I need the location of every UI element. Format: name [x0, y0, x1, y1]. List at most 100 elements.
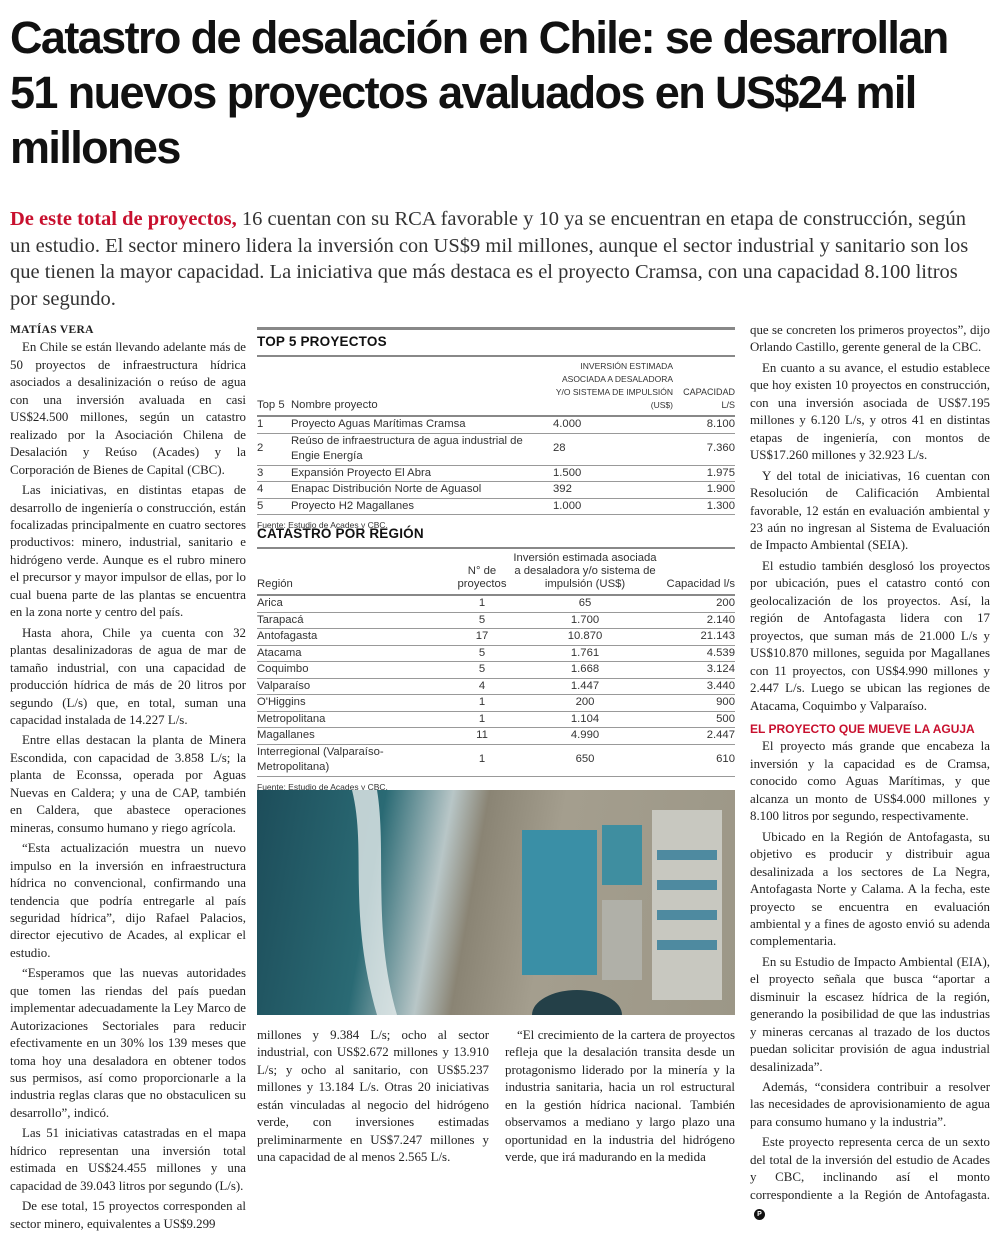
table-cell: 5	[257, 498, 291, 515]
table-cell: 3.124	[659, 661, 735, 679]
table-cell: 17	[453, 628, 511, 646]
top5-title: TOP 5 PROYECTOS	[257, 327, 735, 355]
table-cell: Proyecto H2 Magallanes	[291, 498, 553, 515]
table-cell: Magallanes	[257, 727, 453, 745]
table-cell: 392	[553, 481, 673, 499]
table-cell: 1.668	[511, 661, 659, 679]
desalination-plant-photo	[257, 790, 735, 1015]
middle-column-2: “El crecimiento de la cartera de proyect…	[505, 1027, 735, 1167]
table-cell: 1	[453, 711, 511, 728]
top5-header: Capacidad l/s	[673, 356, 735, 417]
table-cell: Antofagasta	[257, 628, 453, 646]
lead-highlight: De este total de proyectos,	[10, 208, 237, 230]
subhead: EL PROYECTO QUE MUEVE LA AGUJA	[750, 721, 975, 736]
table-cell: 1.761	[511, 645, 659, 662]
end-mark-icon: P	[754, 1209, 765, 1221]
table-row: 2 Reúso de infraestructura de agua indust…	[257, 433, 735, 466]
table-cell: Interregional (Valparaíso- Metropolitana…	[257, 744, 453, 777]
table-cell: Reúso de infraestructura de agua industr…	[291, 433, 553, 466]
paragraph: En cuanto a su avance, el estudio establ…	[750, 360, 990, 463]
paragraph: El proyecto más grande que encabeza la i…	[750, 739, 990, 824]
table-cell: 1	[453, 595, 511, 613]
top5-table: TOP 5 PROYECTOS Top 5 Nombre proyecto In…	[257, 327, 735, 530]
table-cell: 4.000	[553, 416, 673, 434]
byline: MATÍAS VERA	[10, 324, 94, 336]
table-cell: 8.100	[673, 416, 735, 434]
paragraph: que se concreten los primeros proyectos”…	[750, 323, 990, 355]
table-cell: 1	[453, 694, 511, 712]
table-cell: 2	[257, 433, 291, 466]
table-cell: 1	[453, 744, 511, 777]
table-cell: 10.870	[511, 628, 659, 646]
paragraph: El estudio también desglosó los proyecto…	[750, 558, 990, 713]
table-cell: 3.440	[659, 678, 735, 695]
table-cell: Metropolitana	[257, 711, 453, 728]
paragraph: “Esperamos que las nuevas autoridades qu…	[10, 966, 246, 1120]
table-row: 3 Expansión Proyecto El Abra 1.500 1.975	[257, 465, 735, 482]
region-header: Capacidad l/s	[659, 548, 735, 596]
paragraph: En su Estudio de Impacto Ambiental (EIA)…	[750, 954, 990, 1074]
table-cell: 1.900	[673, 481, 735, 499]
table-cell: Valparaíso	[257, 678, 453, 695]
table-cell: 28	[553, 433, 673, 466]
headline: Catastro de desalación en Chile: se desa…	[10, 12, 949, 173]
table-cell: Atacama	[257, 645, 453, 662]
paragraph: Las 51 iniciativas catastradas en el map…	[10, 1126, 246, 1193]
table-cell: 1.000	[553, 498, 673, 515]
table-row: Arica 1 65 200	[257, 595, 735, 613]
table-cell: 4.539	[659, 645, 735, 662]
paragraph: Este proyecto representa cerca de un sex…	[750, 1135, 990, 1221]
table-row: 4 Enapac Distribución Norte de Aguasol 392…	[257, 481, 735, 499]
paragraph: Hasta ahora, Chile ya cuenta con 32 plan…	[10, 625, 246, 727]
right-column: que se concreten los primeros proyectos”…	[750, 322, 990, 1222]
table-cell: 500	[659, 711, 735, 728]
region-table: CATASTRO POR REGIÓN Región N° de proyect…	[257, 522, 735, 792]
table-row: O'Higgins 1 200 900	[257, 694, 735, 712]
paragraph: De ese total, 15 proyectos corresponden …	[10, 1199, 246, 1231]
paragraph: Ubicado en la Región de Antofagasta, su …	[750, 829, 990, 949]
lead-paragraph: De este total de proyectos, 16 cuentan c…	[10, 206, 990, 312]
table-cell: Enapac Distribución Norte de Aguasol	[291, 481, 553, 499]
paragraph: Las iniciativas, en distintas etapas de …	[10, 483, 246, 620]
table-cell: 4	[257, 481, 291, 499]
top5-header: Top 5	[257, 356, 291, 417]
table-cell: Proyecto Aguas Marítimas Cramsa	[291, 416, 553, 434]
table-cell: Coquimbo	[257, 661, 453, 679]
lead-text: 16 cuentan con su RCA favorable y 10 ya …	[10, 208, 969, 310]
table-row: Metropolitana 1 1.104 500	[257, 711, 735, 728]
table-cell: 1.700	[511, 612, 659, 629]
table-cell: 4	[453, 678, 511, 695]
table-row: 5 Proyecto H2 Magallanes 1.000 1.300	[257, 498, 735, 515]
region-header: Región	[257, 548, 453, 596]
table-cell: 1.447	[511, 678, 659, 695]
table-cell: 200	[511, 694, 659, 712]
table-cell: 4.990	[511, 727, 659, 745]
table-cell: Arica	[257, 595, 453, 613]
table-cell: 11	[453, 727, 511, 745]
middle-column-1: millones y 9.384 L/s; ocho al sector ind…	[257, 1027, 489, 1167]
table-cell: Expansión Proyecto El Abra	[291, 465, 553, 482]
table-row: Tarapacá 5 1.700 2.140	[257, 612, 735, 629]
paragraph: Y del total de iniciativas, 16 cuentan c…	[750, 468, 990, 553]
region-source: Fuente: Estudio de Acades y CBC.	[257, 781, 388, 792]
table-cell: O'Higgins	[257, 694, 453, 712]
paragraph: Entre ellas destacan la planta de Minera…	[10, 733, 246, 835]
table-row: Interregional (Valparaíso- Metropolitana…	[257, 744, 735, 777]
aerial-photo-illustration	[352, 790, 722, 1015]
table-cell: 1.975	[673, 465, 735, 482]
table-cell: 3	[257, 465, 291, 482]
table-cell: 2.140	[659, 612, 735, 629]
table-cell: 1.300	[673, 498, 735, 515]
table-row: Coquimbo 5 1.668 3.124	[257, 661, 735, 679]
table-row: 1 Proyecto Aguas Marítimas Cramsa 4.000 8.1…	[257, 416, 735, 434]
table-row: Valparaíso 4 1.447 3.440	[257, 678, 735, 695]
table-cell: 1.104	[511, 711, 659, 728]
paragraph: “El crecimiento de la cartera de proyect…	[505, 1028, 735, 1165]
left-column: MATÍAS VERA En Chile se están llevando a…	[10, 322, 246, 1233]
table-cell: 65	[511, 595, 659, 613]
table-cell: 21.143	[659, 628, 735, 646]
table-cell: Tarapacá	[257, 612, 453, 629]
table-cell: 5	[453, 661, 511, 679]
table-row: Atacama 5 1.761 4.539	[257, 645, 735, 662]
region-title: CATASTRO POR REGIÓN	[257, 526, 424, 541]
